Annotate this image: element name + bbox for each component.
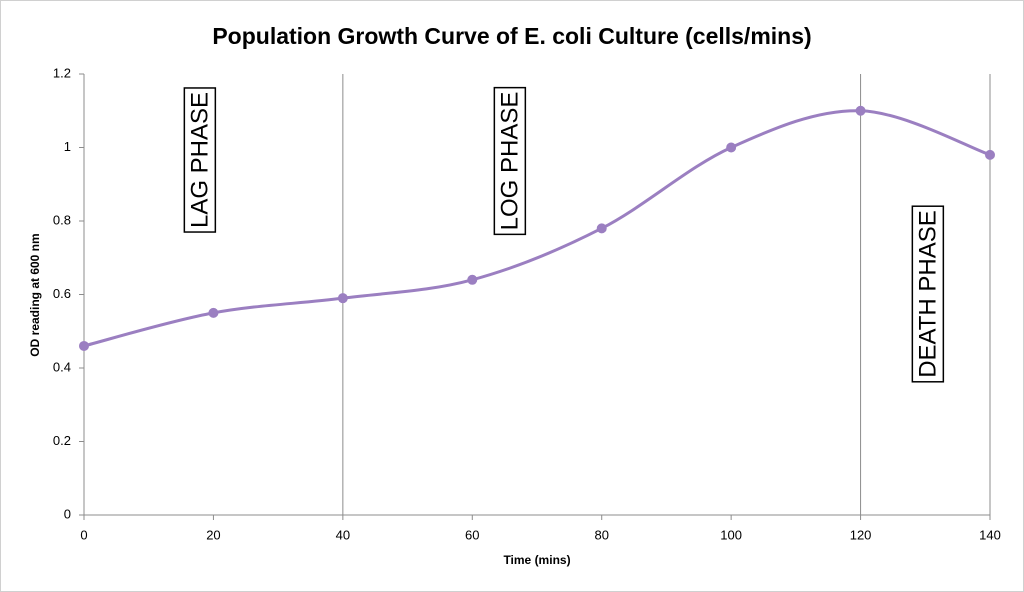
data-point [467, 274, 478, 285]
phase-annotation: LAG PHASE [183, 87, 217, 233]
x-tick-label: 0 [80, 527, 87, 542]
x-tick-label: 120 [850, 527, 872, 542]
annotation-box [493, 86, 527, 236]
annotation-text: LOG PHASE [496, 92, 523, 231]
y-tick-label: 1 [64, 139, 71, 154]
data-point [79, 340, 89, 351]
chart-title: Population Growth Curve of E. coli Cultu… [212, 23, 811, 49]
y-tick-label: 1.2 [53, 65, 71, 80]
y-tick-label: 0.6 [53, 286, 71, 301]
data-point [855, 105, 866, 116]
y-tick-label: 0.8 [53, 212, 71, 227]
x-tick-label: 140 [979, 527, 1001, 542]
data-point [337, 293, 348, 304]
x-tick-label: 100 [720, 527, 742, 542]
x-axis-title: Time (mins) [503, 553, 570, 567]
y-tick-label: 0.2 [53, 433, 71, 448]
data-point [726, 142, 737, 153]
annotation-box [183, 87, 217, 233]
annotation-box [911, 205, 945, 383]
x-tick-label: 60 [465, 527, 479, 542]
data-line [83, 109, 991, 348]
x-tick-label: 20 [206, 527, 220, 542]
data-point [985, 149, 995, 160]
annotation-text: DEATH PHASE [914, 210, 941, 378]
phase-annotation: DEATH PHASE [911, 205, 945, 383]
y-axis-title: OD reading at 600 nm [28, 233, 42, 356]
x-tick-label: 40 [336, 527, 350, 542]
data-point [596, 223, 607, 234]
y-tick-label: 0 [64, 506, 71, 521]
annotation-text: LAG PHASE [186, 92, 213, 228]
y-tick-label: 0.4 [53, 359, 71, 374]
data-point [208, 307, 219, 318]
x-tick-label: 80 [594, 527, 608, 542]
phase-annotation: LOG PHASE [493, 86, 527, 236]
